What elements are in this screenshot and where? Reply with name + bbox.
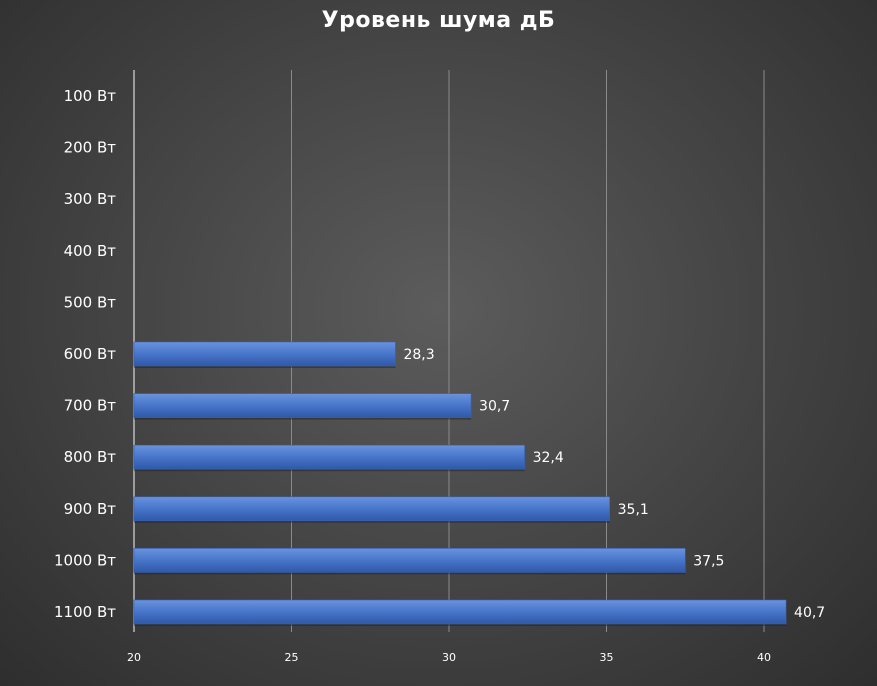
category-label: 600 Вт (64, 345, 117, 363)
x-tick-label: 40 (757, 651, 771, 664)
category-label: 100 Вт (64, 87, 117, 105)
category-label: 800 Вт (64, 448, 117, 466)
bar (133, 393, 472, 418)
bar (133, 599, 787, 625)
bar (133, 341, 396, 367)
bar (133, 444, 525, 470)
category-label: 700 Вт (64, 397, 117, 415)
bar (133, 496, 610, 522)
x-tick-label: 30 (442, 651, 456, 664)
data-label: 32,4 (533, 450, 564, 466)
x-tick-label: 25 (285, 651, 299, 664)
labels: 20 25 30 35 40 100 Вт 200 Вт 300 Вт 400 Вт 500 Вт… (54, 87, 825, 664)
category-label: 300 Вт (64, 190, 117, 208)
data-label: 40,7 (794, 605, 825, 621)
category-label: 1000 Вт (54, 551, 116, 569)
category-label: 500 Вт (64, 293, 117, 311)
category-label: 1100 Вт (54, 603, 116, 621)
bars (133, 341, 787, 626)
category-label: 400 Вт (64, 242, 117, 260)
data-label: 30,7 (479, 399, 510, 415)
bar (133, 548, 686, 573)
chart-title: Уровень шума дБ (321, 8, 556, 33)
x-tick-label: 20 (127, 651, 141, 664)
category-label: 200 Вт (64, 139, 117, 157)
gridlines (133, 70, 765, 632)
data-label: 35,1 (618, 502, 649, 518)
data-label: 37,5 (693, 553, 724, 569)
x-tick-label: 35 (600, 651, 614, 664)
data-label: 28,3 (403, 347, 434, 363)
category-label: 900 Вт (64, 500, 117, 518)
